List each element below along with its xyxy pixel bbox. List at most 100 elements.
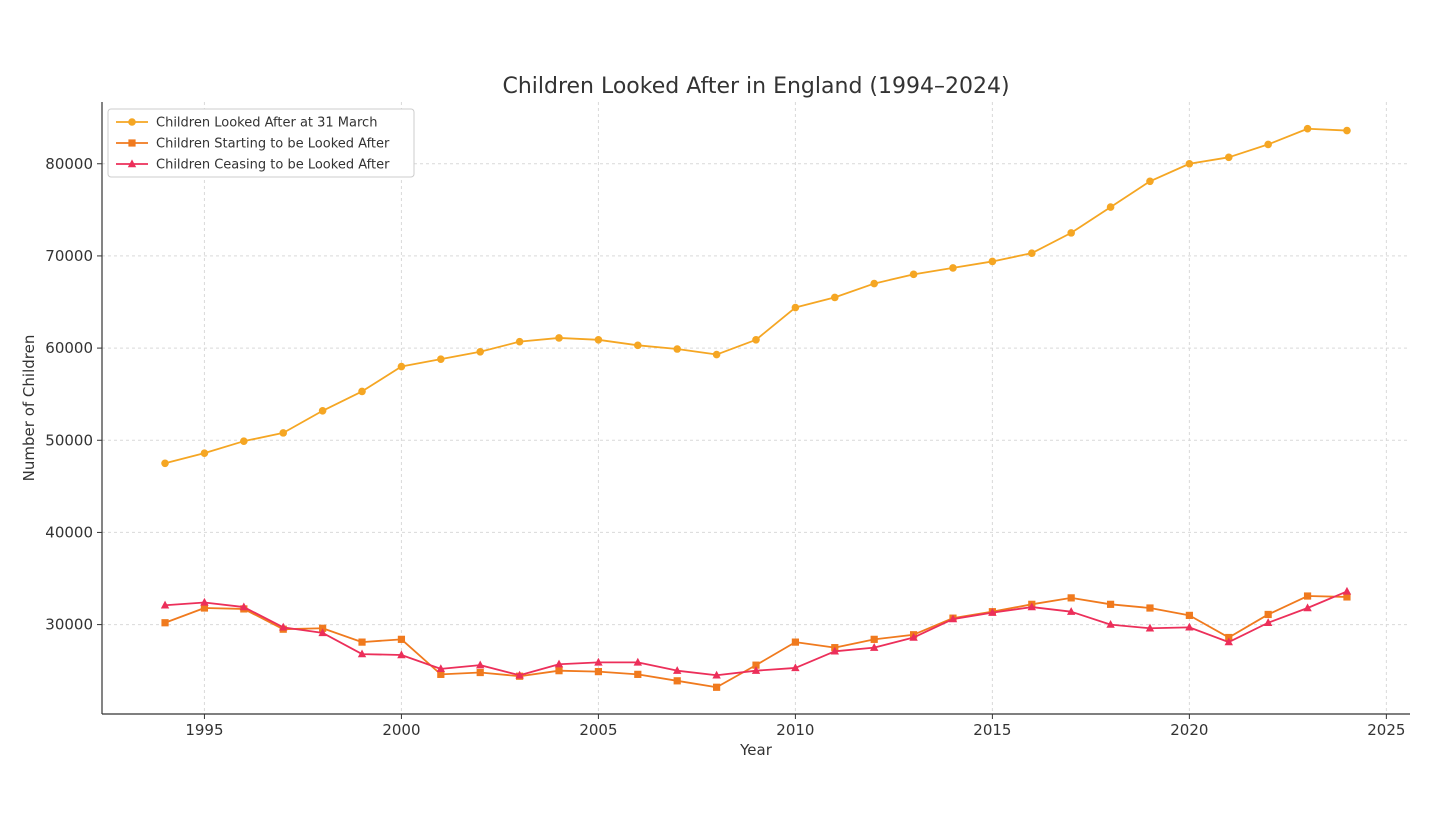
data-point xyxy=(1303,124,1312,133)
data-point xyxy=(1224,153,1233,162)
data-point xyxy=(1106,203,1115,211)
data-point xyxy=(712,350,721,359)
data-point xyxy=(791,638,799,646)
legend: Children Looked After at 31 March Childre… xyxy=(107,108,415,178)
data-point xyxy=(1343,126,1351,135)
data-point xyxy=(437,355,445,363)
legend-item: Children Looked After at 31 March xyxy=(116,116,377,131)
data-point xyxy=(476,347,485,356)
data-point xyxy=(988,257,997,266)
data-point xyxy=(870,635,878,643)
data-point xyxy=(555,667,563,675)
data-point xyxy=(1343,593,1351,601)
data-point xyxy=(1146,604,1154,612)
data-point xyxy=(554,659,564,668)
data-point xyxy=(673,345,682,353)
data-point xyxy=(594,335,603,344)
x-axis-ticks: 1995 2000 2005 2010 2015 2020 2025 xyxy=(185,714,1405,739)
x-tick-label: 2005 xyxy=(579,721,617,739)
data-point xyxy=(594,668,603,676)
data-point xyxy=(830,293,839,302)
axes xyxy=(101,102,1410,715)
data-point xyxy=(239,602,249,611)
legend-item: Children Ceasing to be Looked After xyxy=(116,158,390,173)
data-point xyxy=(1066,607,1076,615)
data-point xyxy=(1067,229,1075,237)
data-point xyxy=(1303,592,1312,600)
data-point xyxy=(1264,140,1272,149)
grid-lines xyxy=(102,102,1410,714)
data-point xyxy=(752,335,760,344)
data-point xyxy=(1185,622,1194,631)
data-point xyxy=(1225,633,1233,642)
data-point xyxy=(1185,611,1193,619)
data-point xyxy=(1027,602,1036,611)
series-3 xyxy=(160,586,1352,679)
y-axis-label: Number of Children xyxy=(20,335,38,482)
series-layer xyxy=(160,124,1352,691)
data-point xyxy=(1185,159,1194,168)
data-point xyxy=(988,608,997,616)
data-point xyxy=(318,628,327,637)
legend-marker xyxy=(128,118,136,126)
data-point xyxy=(358,387,366,396)
data-point xyxy=(870,279,878,288)
data-point xyxy=(634,670,642,678)
y-tick-label: 60000 xyxy=(45,339,93,357)
x-tick-label: 2015 xyxy=(973,721,1011,739)
data-point xyxy=(830,646,839,655)
legend-label: Children Starting to be Looked After xyxy=(156,137,390,152)
data-point xyxy=(397,362,406,371)
data-point xyxy=(633,657,643,666)
data-point xyxy=(712,670,721,679)
data-point xyxy=(437,670,445,678)
data-point xyxy=(791,663,800,672)
data-point xyxy=(948,614,958,623)
data-point xyxy=(1303,603,1312,612)
data-point xyxy=(791,303,800,312)
data-point xyxy=(279,622,288,631)
data-point xyxy=(161,459,169,468)
data-point xyxy=(476,660,485,669)
legend-label: Children Looked After at 31 March xyxy=(156,116,377,131)
x-tick-label: 2025 xyxy=(1367,721,1405,739)
y-axis-ticks: 30000 40000 50000 60000 70000 80000 xyxy=(45,155,102,634)
data-point xyxy=(357,649,367,658)
data-point xyxy=(240,437,248,445)
x-tick-label: 1995 xyxy=(185,721,223,739)
data-point xyxy=(1145,623,1155,632)
data-point xyxy=(869,643,879,651)
data-point xyxy=(1106,619,1115,628)
data-point xyxy=(673,677,681,685)
data-point xyxy=(200,604,209,612)
y-tick-label: 80000 xyxy=(45,155,93,173)
data-point xyxy=(909,632,918,641)
y-tick-label: 50000 xyxy=(45,431,93,449)
data-point xyxy=(555,334,563,342)
data-point xyxy=(1342,586,1352,595)
x-axis-label: Year xyxy=(739,741,773,759)
x-tick-label: 2020 xyxy=(1170,721,1208,739)
data-point xyxy=(318,406,327,415)
data-point xyxy=(1106,600,1115,608)
legend-marker xyxy=(127,159,137,168)
data-point xyxy=(279,429,288,437)
data-point xyxy=(161,619,169,627)
legend-label: Children Ceasing to be Looked After xyxy=(156,158,390,173)
data-point xyxy=(594,657,603,666)
data-point xyxy=(909,270,918,279)
y-tick-label: 30000 xyxy=(45,616,93,634)
data-point xyxy=(515,670,524,679)
data-point xyxy=(358,638,366,646)
legend-marker xyxy=(128,139,136,147)
data-point xyxy=(1067,594,1075,602)
data-point xyxy=(436,664,446,673)
data-point xyxy=(673,666,682,674)
y-tick-label: 40000 xyxy=(45,523,93,541)
data-point xyxy=(1224,637,1233,646)
chart-title: Children Looked After in England (1994–2… xyxy=(502,74,1009,99)
data-point xyxy=(713,683,721,691)
data-point xyxy=(160,600,170,609)
data-point xyxy=(949,264,957,272)
